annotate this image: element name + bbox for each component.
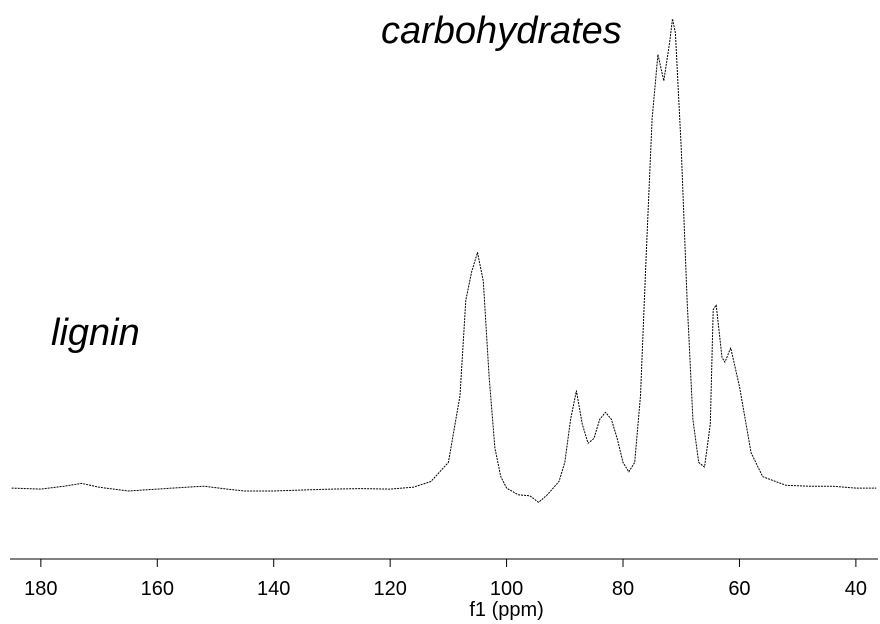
x-tick-label-60: 60 — [728, 578, 750, 600]
annotation-lignin: lignin — [51, 312, 140, 354]
x-axis-ticks: 180 160 140 120 100 80 60 40 — [24, 559, 867, 600]
spectrum-line-0 — [11, 18, 877, 503]
x-tick-label-80: 80 — [612, 578, 634, 600]
x-tick-label-120: 120 — [373, 578, 406, 600]
x-axis-label: f1 (ppm) — [469, 599, 543, 621]
x-tick-label-160: 160 — [141, 578, 174, 600]
x-tick-label-180: 180 — [24, 578, 57, 600]
x-tick-label-140: 140 — [257, 578, 290, 600]
x-tick-label-40: 40 — [845, 578, 867, 600]
annotation-carbohydrates: carbohydrates — [381, 10, 622, 52]
x-tick-label-100: 100 — [490, 578, 523, 600]
spectrum-layer — [11, 18, 877, 503]
